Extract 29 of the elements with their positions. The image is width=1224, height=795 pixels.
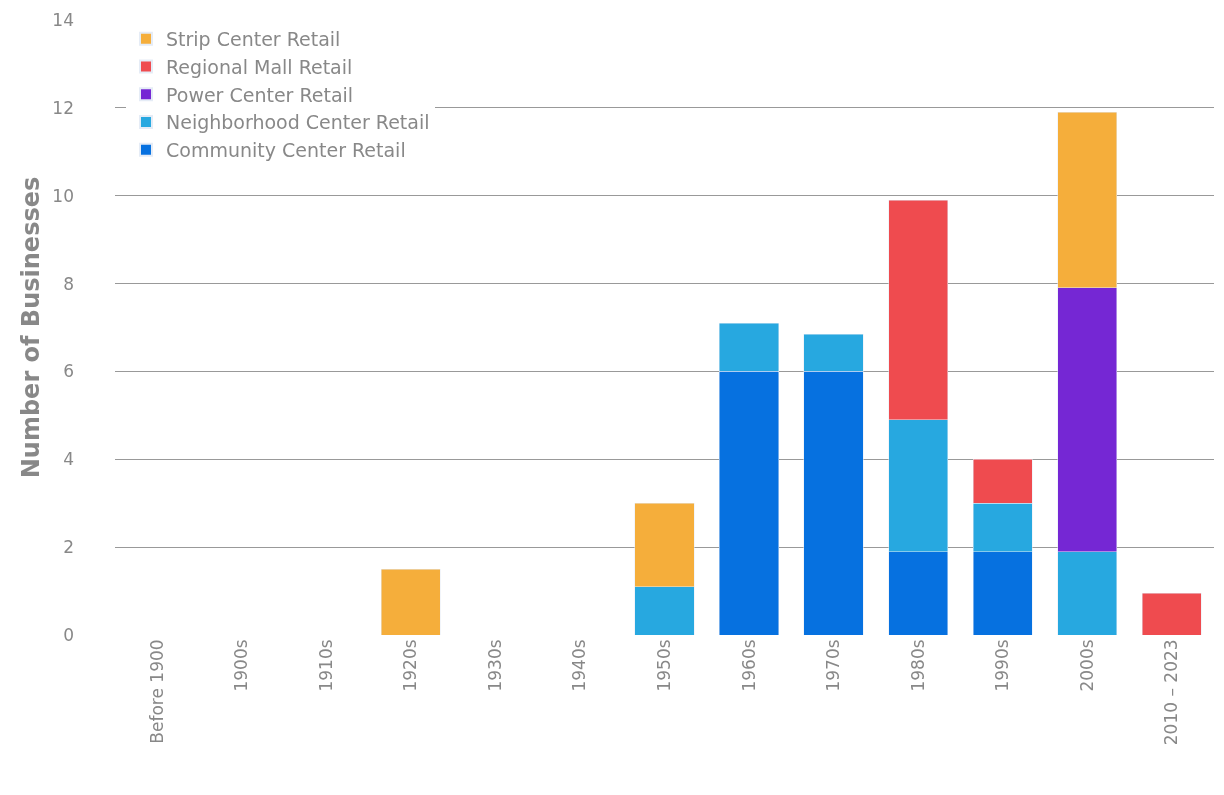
legend-label: Power Center Retail [165,83,354,106]
x-tick-label: 2000s [1076,639,1097,692]
x-tick-label: 1950s [654,639,675,692]
x-tick-label: 2010 – 2023 [1161,639,1182,746]
y-tick-label: 8 [63,273,74,294]
y-tick-label: 14 [52,9,74,30]
legend-label: Regional Mall Retail [165,55,353,78]
y-tick-label: 12 [52,97,74,118]
x-tick-label: 1910s [315,639,336,692]
x-tick-label: Before 1900 [146,639,167,744]
y-tick-label: 2 [63,537,74,558]
x-tick-label: 1960s [738,639,759,692]
x-tick-label: 1900s [231,639,252,692]
x-tick-label: 1970s [823,639,844,692]
y-tick-label: 6 [63,361,74,382]
y-axis-title: Number of Businesses [17,176,46,479]
y-tick-label: 0 [63,624,74,645]
y-tick-label: 10 [52,185,74,206]
legend-label: Community Center Retail [165,139,406,162]
x-tick-label: 1920s [400,639,421,692]
x-tick-label: 1980s [907,639,928,692]
legend-label: Strip Center Retail [165,28,341,51]
bar [381,568,441,635]
x-tick-label: 1940s [569,639,590,692]
bar [1141,593,1202,635]
y-tick-label: 4 [63,449,74,470]
x-tick-label: 1930s [484,639,505,692]
legend-label: Neighborhood Center Retail [165,111,430,134]
x-tick-label: 1990s [992,639,1013,692]
